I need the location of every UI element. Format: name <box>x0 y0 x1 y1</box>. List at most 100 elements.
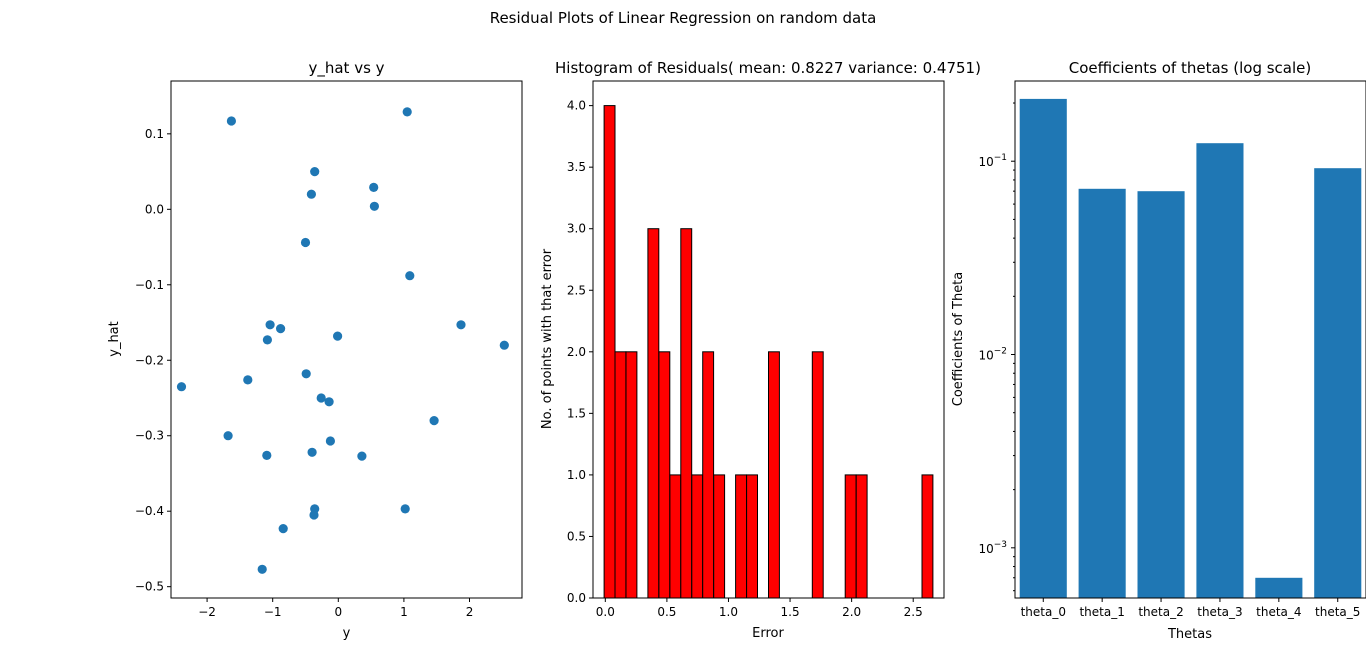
scatter-point <box>300 237 311 248</box>
scatter-point <box>369 201 379 211</box>
x-tick-label: −2 <box>198 605 216 619</box>
y-tick-label: 0.1 <box>145 127 164 141</box>
y-tick-label: 1.0 <box>567 468 586 482</box>
y-tick-label: 0.5 <box>567 529 586 543</box>
histogram-bar <box>746 474 758 599</box>
y-tick-label: −0.2 <box>135 353 164 367</box>
theta-bars <box>1019 98 1362 599</box>
x-tick-label: 2.0 <box>842 605 861 619</box>
theta-ylabel: Coefficients of Theta <box>951 272 966 407</box>
y-tick-label: 4.0 <box>567 99 586 113</box>
x-tick-label: theta_5 <box>1315 605 1360 619</box>
histogram-bar <box>702 351 715 599</box>
scatter-ylabel: y_hat <box>107 321 122 357</box>
x-tick-label: theta_4 <box>1256 605 1301 619</box>
y-tick-label: 10−3 <box>978 540 1007 556</box>
axes-frame <box>1014 80 1366 599</box>
x-tick-label: theta_1 <box>1079 605 1124 619</box>
scatter-point <box>369 182 379 192</box>
y-tick-label: 10−1 <box>978 153 1007 169</box>
x-tick-label: 0.5 <box>657 605 676 619</box>
scatter-point <box>402 107 412 117</box>
scatter-point <box>306 189 316 199</box>
theta-panel: Coefficients of thetas (log scale) theta… <box>951 59 1366 642</box>
scatter-point <box>400 504 410 514</box>
histogram-bar <box>647 228 660 599</box>
y-tick-label: 1.5 <box>567 406 586 420</box>
histogram-bar <box>680 228 693 599</box>
histogram-bar <box>921 474 934 599</box>
scatter-panel: y_hat vs y −2 −1 0 1 2 −0.5 −0.4 −0.3 −0.2 −0.1 0.… <box>107 59 523 641</box>
scatter-point <box>243 375 253 385</box>
histogram-bar <box>855 474 868 599</box>
scatter-axes: −2 −1 0 1 2 −0.5 −0.4 −0.3 −0.2 −0.1 0.0 0.1 <box>135 80 523 619</box>
theta-bar <box>1019 98 1067 599</box>
axes-frame <box>592 80 945 599</box>
histogram-bar <box>658 351 671 599</box>
y-tick-label: 3.0 <box>567 222 586 236</box>
scatter-point <box>276 324 286 334</box>
scatter-point <box>309 510 319 520</box>
x-tick-label: 1.0 <box>719 605 738 619</box>
theta-xlabel: Thetas <box>1167 627 1212 642</box>
axes-frame <box>170 80 523 599</box>
x-tick-label: 0.0 <box>596 605 615 619</box>
histogram-bar <box>691 474 704 599</box>
x-tick-label: −1 <box>264 605 282 619</box>
theta-axes: theta_0 theta_1 theta_2 theta_3 theta_4 theta… <box>978 80 1366 619</box>
y-tick-label: 0.0 <box>567 591 586 605</box>
x-tick-label: 2.5 <box>904 605 923 619</box>
histogram-bar <box>844 474 857 599</box>
scatter-point <box>176 382 187 392</box>
scatter-point <box>226 116 236 126</box>
theta-title: Coefficients of thetas (log scale) <box>1069 59 1311 77</box>
scatter-point <box>262 450 272 460</box>
theta-bar <box>1078 188 1126 599</box>
scatter-point <box>405 271 415 281</box>
scatter-point <box>357 451 367 461</box>
histogram-axes: 0.0 0.5 1.0 1.5 2.0 2.5 0.0 0.5 1.0 1.5 2.0 2.5 3.0 3… <box>567 80 945 619</box>
y-tick-label: 2.5 <box>567 283 586 297</box>
x-tick-label: 1 <box>400 605 408 619</box>
histogram-bar <box>768 351 780 599</box>
x-tick-label: 0 <box>334 605 342 619</box>
scatter-point <box>307 447 317 457</box>
scatter-point <box>324 397 334 407</box>
scatter-title: y_hat vs y <box>308 59 384 78</box>
histogram-bar <box>811 351 824 599</box>
y-tick-label: −0.3 <box>135 429 164 443</box>
scatter-point <box>325 436 335 446</box>
scatter-point <box>316 393 326 403</box>
scatter-point <box>223 431 233 441</box>
scatter-point <box>456 320 466 330</box>
scatter-xlabel: y <box>343 626 351 641</box>
histogram-bar <box>669 474 682 599</box>
theta-bar <box>1314 168 1362 598</box>
histogram-bar <box>603 105 616 599</box>
histogram-bar <box>614 351 627 599</box>
theta-bar <box>1137 191 1185 598</box>
scatter-point <box>265 320 275 330</box>
y-tick-label: 3.5 <box>567 160 586 174</box>
figure-suptitle: Residual Plots of Linear Regression on r… <box>489 9 877 27</box>
y-tick-label: −0.5 <box>135 580 164 594</box>
histogram-bars <box>603 105 934 599</box>
y-tick-label: 2.0 <box>567 345 586 359</box>
scatter-points <box>176 107 509 574</box>
histogram-ylabel: No. of points with that error <box>540 248 555 429</box>
scatter-point <box>429 416 439 426</box>
y-tick-label: −0.1 <box>135 278 164 292</box>
theta-bar <box>1255 577 1303 598</box>
histogram-panel: Histogram of Residuals( mean: 0.8227 var… <box>540 59 981 641</box>
y-tick-label: 10−2 <box>978 347 1007 363</box>
x-tick-label: theta_2 <box>1138 605 1183 619</box>
scatter-point <box>333 331 343 341</box>
scatter-point <box>262 335 272 345</box>
scatter-point <box>257 564 267 574</box>
scatter-point <box>499 340 509 350</box>
y-tick-label: 0.0 <box>145 202 164 216</box>
x-tick-label: theta_0 <box>1021 605 1066 619</box>
histogram-bar <box>713 474 726 599</box>
y-tick-label: −0.4 <box>135 504 164 518</box>
histogram-title: Histogram of Residuals( mean: 0.8227 var… <box>555 59 981 77</box>
